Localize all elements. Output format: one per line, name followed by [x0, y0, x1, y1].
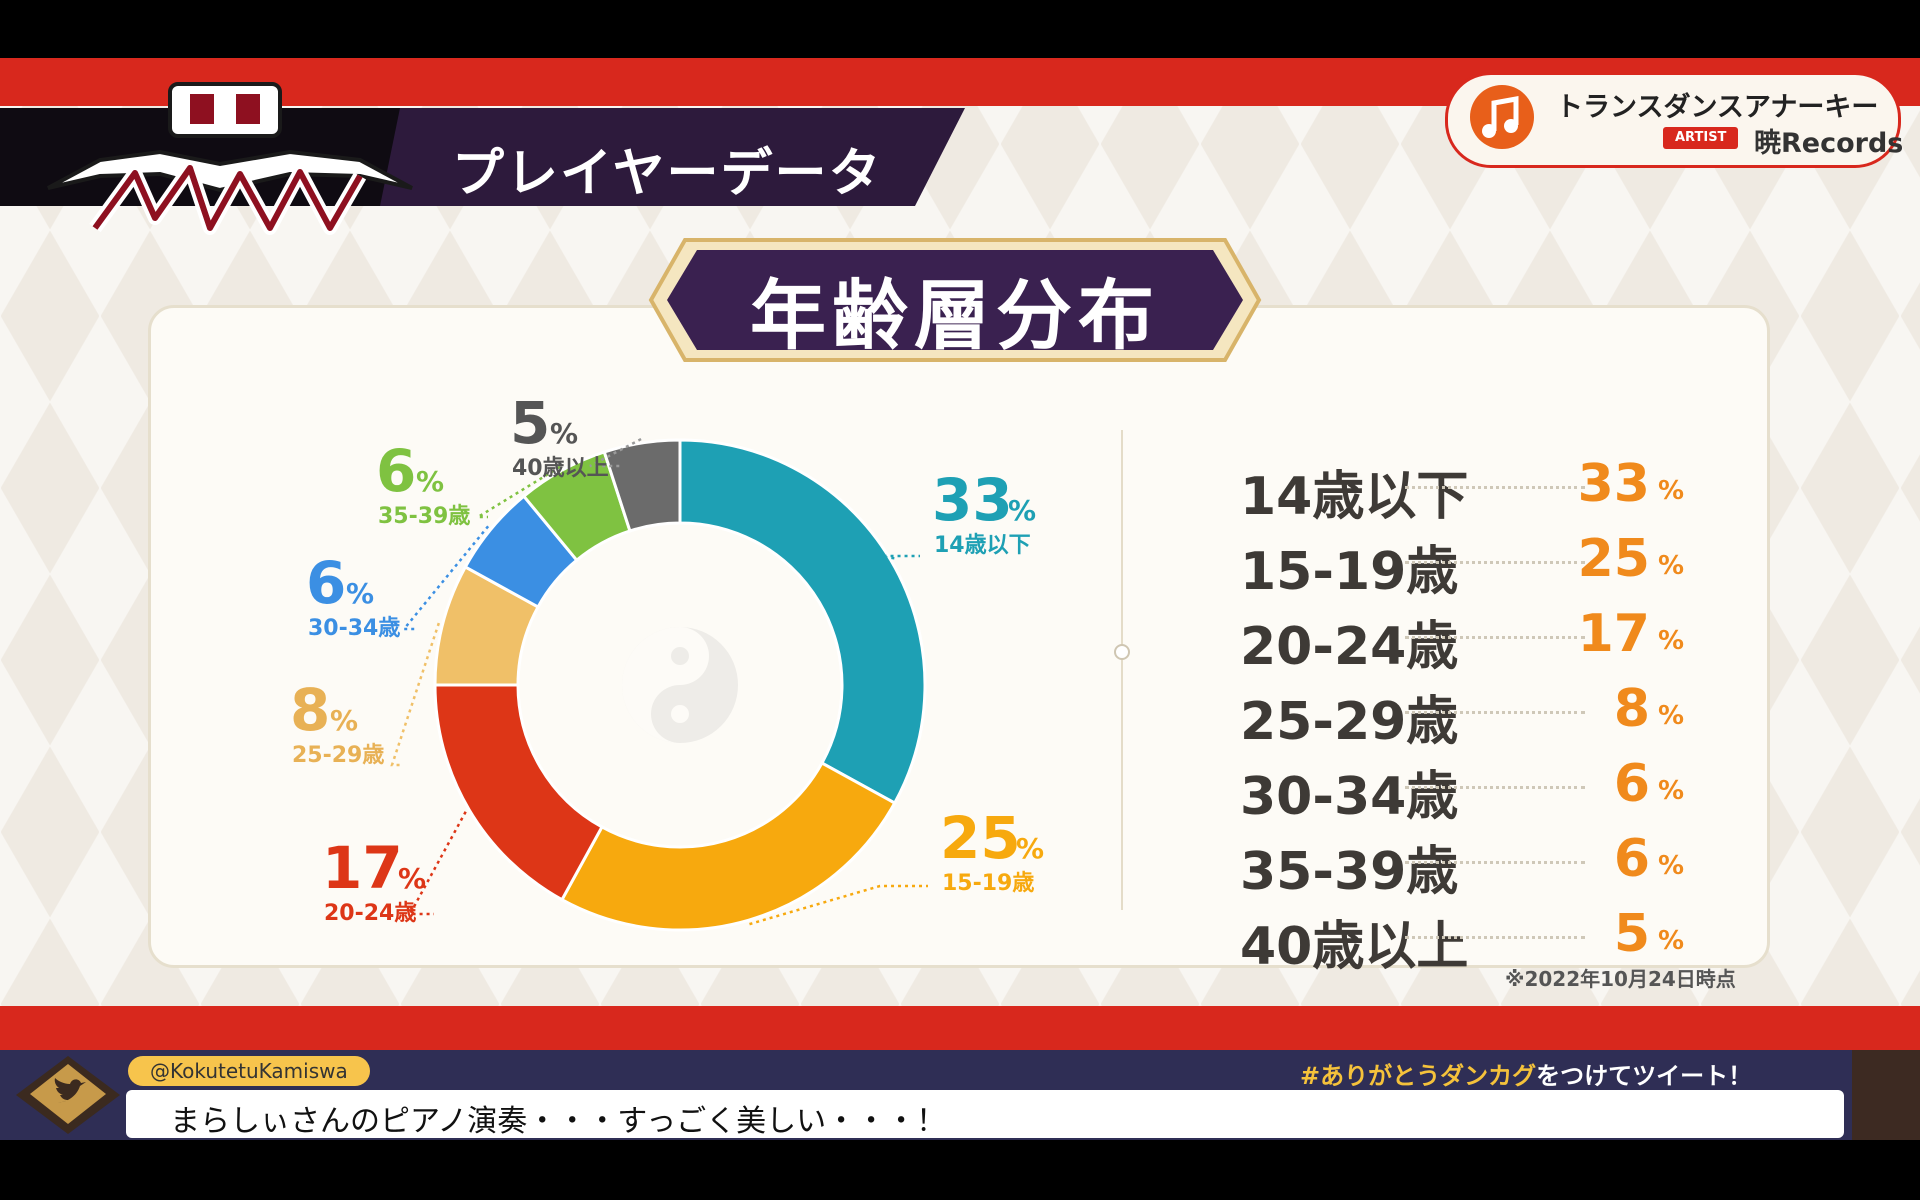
twitter-bird-icon [30, 1064, 106, 1124]
legend-age-label: 40歳以上 [1240, 917, 1469, 977]
page-title: プレイヤーデータ [452, 144, 883, 204]
legend-leader-dots [1405, 561, 1585, 564]
legend-age-label: 14歳以下 [1240, 467, 1469, 527]
legend-age-label: 20-24歳 [1240, 617, 1459, 677]
bottom-red-band [0, 1006, 1920, 1050]
artist-name: 暁Records [1754, 128, 1904, 159]
legend-age-label: 35-39歳 [1240, 842, 1459, 902]
hashtag-text: #ありがとうダンカグ [1300, 1062, 1537, 1090]
artist-tag: ARTIST [1663, 127, 1739, 149]
chart-title: 年齢層分布 [750, 271, 1160, 360]
now-playing-panel: トランスダンスアナーキー ARTIST 暁Records [1445, 72, 1904, 168]
hashtag-suffix: をつけてツイート！ [1536, 1062, 1753, 1090]
tweet-message: まらしぃさんのピアノ演奏・・・すっごく美しい・・・！ [170, 1104, 947, 1139]
legend-row: 40歳以上 5% [1240, 900, 1684, 977]
tweet-message-box: まらしぃさんのピアノ演奏・・・すっごく美しい・・・！ [126, 1090, 1844, 1139]
legend-percent: % [1657, 851, 1684, 881]
legend-leader-dots [1405, 936, 1585, 939]
legend-age-label: 30-34歳 [1240, 767, 1459, 827]
legend-value: 5 [1613, 904, 1650, 964]
chart-title-plate [648, 238, 1262, 362]
legend-leader-dots [1405, 636, 1585, 639]
footnote: ※2022年10月24日時点 [1505, 967, 1736, 991]
legend-value: 33 [1577, 454, 1650, 514]
legend-percent: % [1657, 701, 1684, 731]
legend-leader-dots [1405, 861, 1585, 864]
divider-line [1121, 430, 1123, 910]
legend-percent: % [1657, 626, 1684, 656]
legend-leader-dots [1405, 786, 1585, 789]
tweet-hashtag-prompt: #ありがとうダンカグをつけてツイート！ [1300, 1056, 1752, 1091]
dankagu-logo [47, 82, 413, 235]
legend-percent: % [1657, 776, 1684, 806]
divider-dot [1114, 644, 1130, 660]
legend-value: 6 [1613, 754, 1650, 814]
broadcast-frame: プレイヤーデータ トランスダンスアナーキー ARTIST 暁Records 年齢… [0, 58, 1920, 1140]
legend-age-label: 25-29歳 [1240, 692, 1459, 752]
tweet-handle: @KokutetuKamiswa [128, 1056, 370, 1086]
song-title: トランスダンスアナーキー [1556, 92, 1879, 123]
corner-decoration [1852, 1050, 1920, 1140]
legend-row: 14歳以下 33% [1240, 450, 1684, 527]
legend-row: 25-29歳 8% [1240, 675, 1684, 752]
legend-row: 30-34歳 6% [1240, 750, 1684, 827]
legend-percent: % [1657, 551, 1684, 581]
legend-percent: % [1657, 926, 1684, 956]
legend-leader-dots [1405, 486, 1585, 489]
legend-row: 35-39歳 6% [1240, 825, 1684, 902]
legend-row: 20-24歳 17% [1240, 600, 1684, 677]
legend-value: 25 [1577, 529, 1650, 589]
legend-value: 6 [1613, 829, 1650, 889]
legend-age-label: 15-19歳 [1240, 542, 1459, 602]
tweet-bar: @KokutetuKamiswa #ありがとうダンカグをつけてツイート！ まらし… [0, 1050, 1920, 1140]
music-note-icon [1470, 85, 1534, 149]
legend-value: 17 [1577, 604, 1650, 664]
legend-row: 15-19歳 25% [1240, 525, 1684, 602]
legend-value: 8 [1613, 679, 1650, 739]
legend-percent: % [1657, 476, 1684, 506]
legend-leader-dots [1405, 711, 1585, 714]
